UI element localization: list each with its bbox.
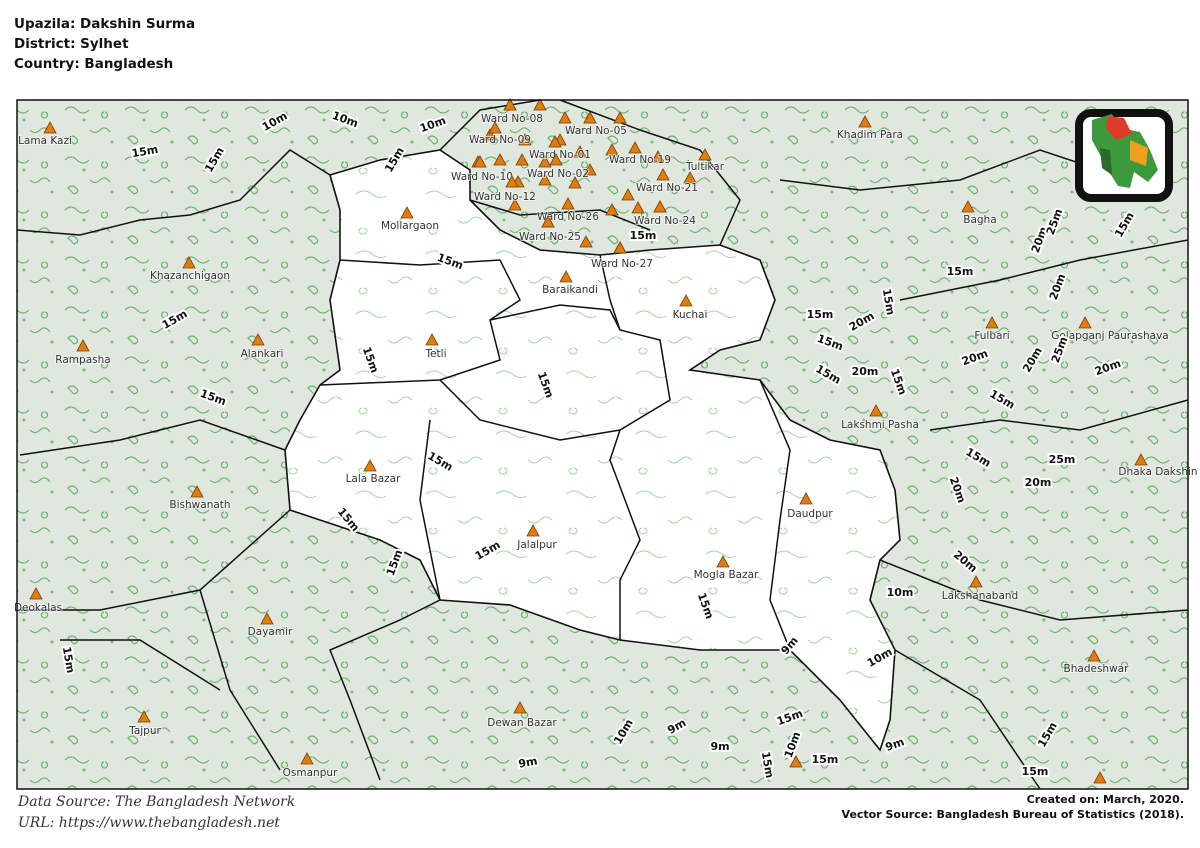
place-label: Bhadeshwar	[1064, 663, 1130, 675]
data-source: Data Source: The Bangladesh Network	[18, 794, 296, 810]
created: Created on: March, 2020.	[1026, 793, 1184, 806]
place-label: Dewan Bazar	[487, 717, 557, 729]
district: District: Sylhet	[14, 36, 129, 52]
place-label: Ward No-12	[474, 191, 536, 203]
place-label: Rampasha	[55, 354, 110, 366]
place-label: Tetli	[424, 348, 446, 360]
place-label: Ward No-09	[469, 134, 531, 146]
place-label: Bagha	[963, 214, 996, 226]
place-label: Lakshanaband	[942, 590, 1018, 602]
place-label: Ward No-02	[527, 168, 589, 180]
header: Upazila: Dakshin Surma District: Sylhet …	[14, 14, 195, 74]
place-label: Kuchai	[673, 309, 708, 321]
place-label: Mogla Bazar	[694, 569, 759, 581]
place-label: Ward No-19	[609, 154, 671, 166]
country: Country: Bangladesh	[14, 56, 174, 72]
contour-label: 15m	[947, 265, 974, 278]
place-label: Fulbari	[974, 330, 1009, 342]
place-label: Khazanchigaon	[150, 270, 230, 282]
place-label: Lakshmi Pasha	[841, 419, 919, 431]
footer-left: Data Source: The Bangladesh Network URL:…	[18, 792, 295, 834]
contour-label: 25m	[1049, 453, 1076, 466]
place-label: Osmanpur	[283, 767, 338, 779]
inset-map	[1075, 109, 1173, 202]
place-label: Ward No-01	[529, 149, 591, 161]
contour-label: 15m	[630, 229, 657, 242]
contour-label: 10m	[887, 586, 914, 599]
place-label: Jalalpur	[516, 539, 557, 551]
place-label: Ward No-05	[565, 125, 627, 137]
vector-source: Vector Source: Bangladesh Bureau of Stat…	[841, 808, 1184, 821]
place-label: Alankari	[241, 348, 284, 360]
contour-label: 15m	[1022, 765, 1049, 778]
place-label: Ward No-10	[451, 171, 513, 183]
place-label: Deokalas	[14, 602, 62, 614]
place-label: Daudpur	[787, 508, 833, 520]
contour-label: 20m	[852, 365, 879, 378]
upazila: Upazila: Dakshin Surma	[14, 16, 196, 32]
contour-label: 15m	[807, 308, 834, 321]
url: URL: https://www.thebangladesh.net	[18, 815, 280, 831]
place-label: Mollargaon	[381, 220, 439, 232]
place-label: Dayamir	[248, 626, 293, 638]
place-label: Dhaka Dakshin	[1118, 466, 1197, 478]
footer-right: Created on: March, 2020. Vector Source: …	[842, 792, 1184, 822]
place-label: Tajpur	[128, 725, 161, 737]
place-label: Ward No-08	[481, 113, 543, 125]
place-label: Ward No-21	[636, 182, 698, 194]
place-label: Tultikar	[685, 161, 725, 173]
contour-label: 20m	[1025, 476, 1052, 489]
place-label: Lama Kazi	[18, 135, 72, 147]
place-label: Khadim Para	[837, 129, 903, 141]
contour-label: 9m	[710, 740, 729, 753]
place-label: Lala Bazar	[346, 473, 402, 485]
place-label: Ward No-24	[634, 215, 696, 227]
contour-label: 15m	[812, 753, 839, 766]
place-label: Ward No-27	[591, 258, 653, 270]
place-label: Baraikandi	[542, 284, 598, 296]
place-label: Bishwanath	[169, 499, 230, 511]
place-label: Ward No-25	[519, 231, 581, 243]
